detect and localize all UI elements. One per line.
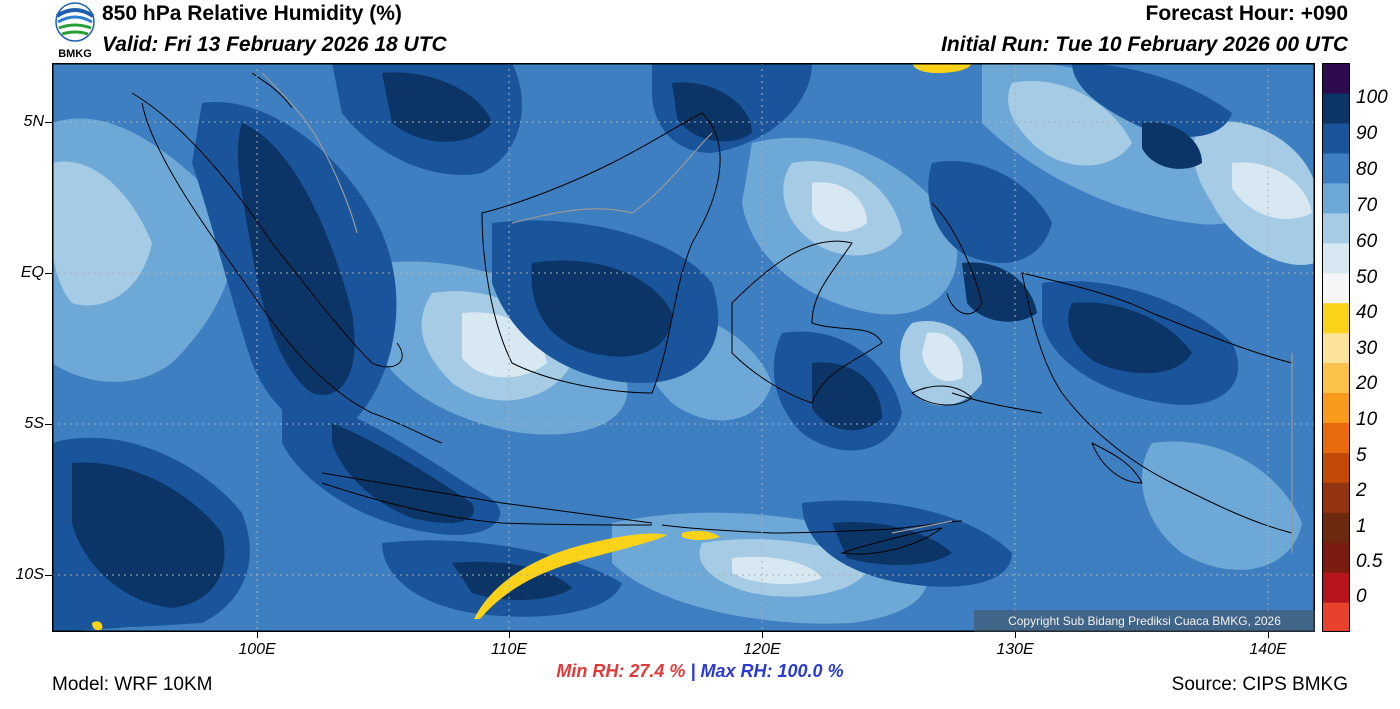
initial-run: Initial Run: Tue 10 February 2026 00 UTC [941, 33, 1348, 56]
logo-text: BMKG [58, 48, 92, 60]
colorbar-swatch [1322, 182, 1350, 214]
lon-tick [762, 632, 763, 638]
lon-tick [1268, 632, 1269, 638]
data-source: Source: CIPS BMKG [1171, 674, 1348, 695]
lon-label-140e: 140E [1249, 641, 1287, 658]
colorbar-swatch [1322, 452, 1350, 483]
colorbar-label: 20 [1356, 373, 1378, 394]
colorbar-label: 1 [1356, 516, 1367, 537]
lat-label-5s: 5S [24, 415, 44, 432]
colorbar-swatch [1322, 272, 1350, 304]
bmkg-logo: BMKG [55, 2, 95, 60]
lon-tick [1015, 632, 1016, 638]
lat-tick [45, 575, 52, 576]
lon-label-120e: 120E [743, 641, 781, 658]
colorbar-label: 0 [1356, 586, 1367, 607]
colorbar-swatch [1322, 572, 1350, 603]
colorbar-swatch [1322, 602, 1350, 632]
colorbar-label: 10 [1356, 409, 1378, 430]
copyright-notice: Copyright Sub Bidang Prediksi Cuaca BMKG… [974, 610, 1315, 632]
colorbar-label: 30 [1356, 338, 1378, 359]
valid-time: Valid: Fri 13 February 2026 18 UTC [102, 33, 447, 56]
colorbar-swatch [1322, 122, 1350, 154]
colorbar-swatch [1322, 362, 1350, 394]
colorbar-swatch [1322, 332, 1350, 364]
lat-tick [45, 424, 52, 425]
colorbar-swatch [1322, 212, 1350, 244]
colorbar-label: 40 [1356, 302, 1378, 323]
colorbar-label: 2 [1356, 480, 1367, 501]
colorbar-swatch [1322, 242, 1350, 274]
lat-label-5n: 5N [23, 113, 44, 130]
colorbar [1322, 63, 1350, 632]
colorbar-label: 5 [1356, 445, 1367, 466]
colorbar-swatch [1322, 392, 1350, 423]
min-rh: Min RH: 27.4 % [556, 661, 686, 681]
colorbar-label: 70 [1356, 195, 1378, 216]
lat-label-10s: 10S [15, 566, 44, 583]
humidity-map [52, 63, 1315, 632]
colorbar-label: 0.5 [1356, 551, 1383, 572]
lat-tick [45, 273, 52, 274]
colorbar-label: 60 [1356, 231, 1378, 252]
lon-label-130e: 130E [996, 641, 1034, 658]
colorbar-swatch [1322, 63, 1350, 94]
chart-title: 850 hPa Relative Humidity (%) [102, 2, 402, 25]
lon-tick [509, 632, 510, 638]
colorbar-label: 50 [1356, 267, 1378, 288]
colorbar-swatch [1322, 542, 1350, 573]
lat-tick [45, 122, 52, 123]
lon-label-110e: 110E [490, 641, 528, 658]
colorbar-swatch [1322, 302, 1350, 334]
colorbar-swatch [1322, 152, 1350, 184]
colorbar-swatch [1322, 422, 1350, 453]
colorbar-swatch [1322, 92, 1350, 124]
colorbar-border [1322, 63, 1350, 632]
colorbar-label: 100 [1356, 87, 1388, 108]
lon-tick [257, 632, 258, 638]
separator: | [690, 661, 696, 681]
colorbar-label: 80 [1356, 159, 1378, 180]
lon-label-100e: 100E [238, 641, 276, 658]
lat-label-eq: EQ [20, 264, 44, 281]
max-rh: Max RH: 100.0 % [700, 661, 844, 681]
model-name: Model: WRF 10KM [52, 674, 213, 695]
forecast-hour: Forecast Hour: +090 [1145, 2, 1349, 25]
colorbar-swatch [1322, 482, 1350, 513]
colorbar-swatch [1322, 512, 1350, 543]
colorbar-label: 90 [1356, 123, 1378, 144]
rh-extremes: Min RH: 27.4 % | Max RH: 100.0 % [0, 661, 1400, 682]
